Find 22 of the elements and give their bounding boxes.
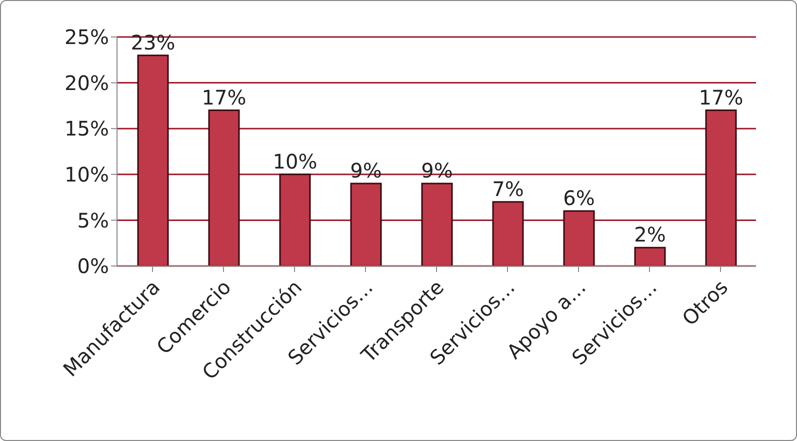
y-tick-label: 15%: [64, 116, 109, 141]
bar: [137, 54, 169, 266]
bar: [705, 110, 737, 266]
bar: [421, 182, 453, 266]
data-label: 17%: [698, 85, 744, 110]
bar: [492, 201, 524, 266]
bar: [208, 110, 240, 266]
bar: [350, 182, 382, 266]
data-label: 17%: [202, 85, 246, 110]
data-label: 6%: [563, 186, 595, 210]
data-label: 10%: [272, 149, 318, 174]
data-label: 7%: [492, 176, 524, 201]
bar: [279, 174, 311, 266]
y-tick-label: 25%: [64, 25, 109, 50]
data-label: 23%: [130, 30, 176, 54]
y-tick-label: 10%: [64, 162, 109, 186]
y-tick-label: 20%: [64, 70, 109, 95]
bar: [634, 246, 666, 266]
y-tick-label: 0%: [77, 254, 109, 278]
bar: [563, 210, 595, 266]
data-label: 2%: [634, 222, 666, 247]
y-tick-label: 5%: [77, 208, 109, 232]
